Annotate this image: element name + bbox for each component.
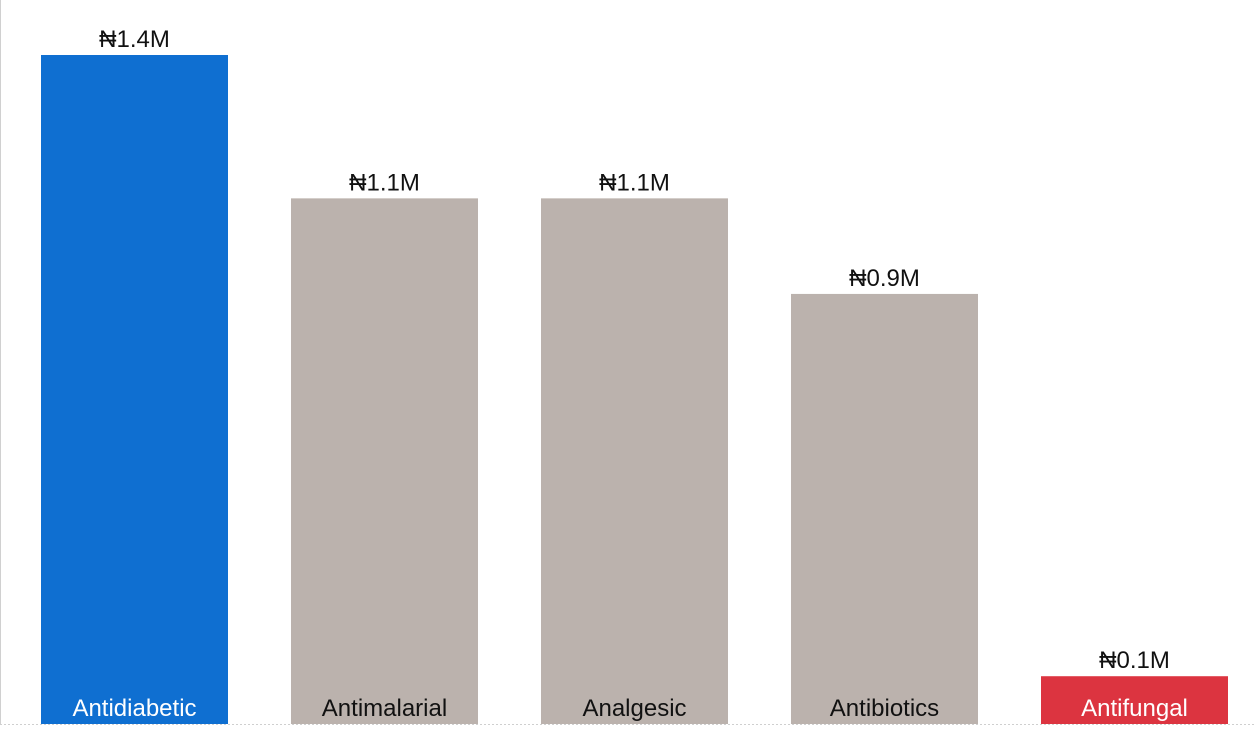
bar-analgesic — [541, 198, 728, 724]
category-label-analgesic: Analgesic — [582, 695, 686, 722]
bar-antifungal — [1041, 676, 1228, 724]
bar-antidiabetic — [41, 55, 228, 724]
value-label-antidiabetic: ₦1.4M — [99, 26, 170, 53]
category-label-antidiabetic: Antidiabetic — [72, 695, 196, 722]
value-label-antibiotics: ₦0.9M — [849, 265, 920, 292]
category-label-antimalarial: Antimalarial — [322, 695, 447, 722]
category-label-antifungal: Antifungal — [1081, 695, 1188, 722]
category-label-antibiotics: Antibiotics — [830, 695, 939, 722]
bar-antimalarial — [291, 198, 478, 724]
bars-group: ₦1.4M Antidiabetic ₦1.1M Antimalarial ₦1.1M A… — [41, 26, 1228, 724]
value-label-antimalarial: ₦1.1M — [349, 169, 420, 196]
value-label-analgesic: ₦1.1M — [599, 169, 670, 196]
value-label-antifungal: ₦0.1M — [1099, 647, 1170, 674]
bar-antibiotics — [791, 293, 978, 724]
